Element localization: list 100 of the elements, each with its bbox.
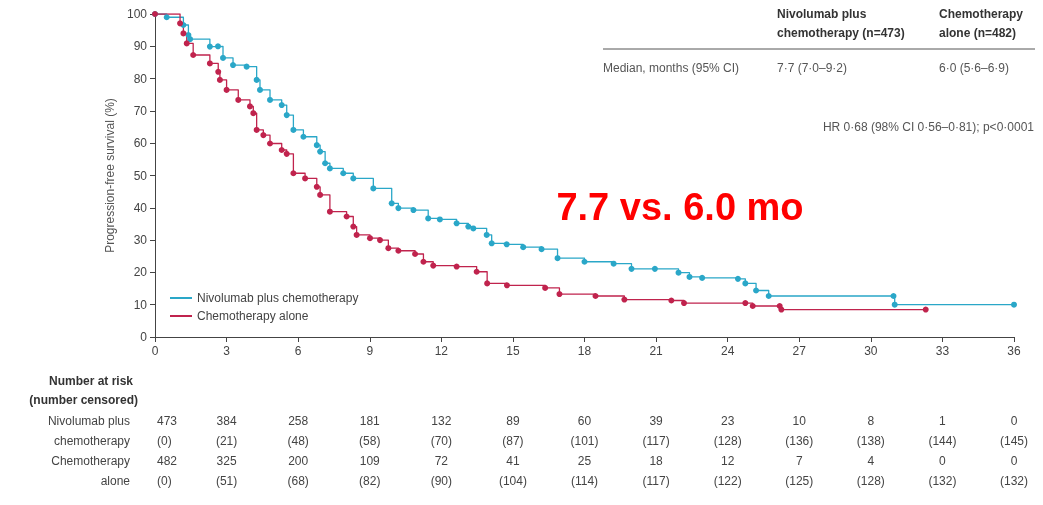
point bbox=[370, 185, 377, 192]
text: (51) bbox=[215, 474, 238, 488]
point bbox=[326, 208, 333, 215]
x-tick-label: 30 bbox=[864, 344, 878, 358]
x-tick-label: 0 bbox=[151, 344, 159, 358]
point bbox=[283, 150, 290, 157]
y-tick-label: 70 bbox=[133, 103, 148, 118]
point bbox=[520, 244, 527, 251]
point bbox=[395, 205, 402, 212]
point bbox=[385, 245, 392, 252]
point bbox=[317, 191, 324, 198]
point bbox=[742, 300, 749, 307]
point bbox=[503, 241, 510, 248]
point bbox=[317, 148, 324, 155]
text: 60 bbox=[577, 414, 592, 428]
point bbox=[230, 62, 237, 69]
annotation: Chemotherapy bbox=[939, 7, 1024, 21]
point bbox=[260, 132, 267, 139]
text: 72 bbox=[434, 454, 449, 468]
point bbox=[163, 14, 170, 21]
text: 1 bbox=[939, 414, 947, 428]
point bbox=[753, 287, 760, 294]
annotation: chemotherapy (n=473) bbox=[777, 26, 905, 40]
text: Chemotherapy bbox=[51, 454, 130, 468]
text: (68) bbox=[287, 474, 309, 488]
point bbox=[290, 170, 297, 177]
text: 12 bbox=[720, 454, 735, 468]
point bbox=[891, 301, 898, 308]
annotation: 7.7 vs. 6.0 mo bbox=[556, 186, 804, 228]
point bbox=[610, 260, 617, 267]
point bbox=[484, 280, 491, 287]
point bbox=[253, 76, 260, 83]
text: (114) bbox=[570, 474, 599, 488]
y-tick-label: 80 bbox=[133, 71, 148, 86]
legend-label: Chemotherapy alone bbox=[197, 309, 309, 323]
point bbox=[749, 302, 756, 309]
text: (48) bbox=[287, 434, 309, 448]
point bbox=[215, 43, 221, 50]
text: 10 bbox=[792, 414, 807, 428]
x-tick-label: 27 bbox=[792, 344, 807, 358]
point bbox=[488, 240, 495, 247]
point bbox=[235, 96, 242, 103]
point bbox=[183, 40, 190, 47]
text: 109 bbox=[359, 454, 381, 468]
text: 89 bbox=[506, 414, 520, 428]
text: (132) bbox=[928, 474, 957, 488]
text: 39 bbox=[649, 414, 664, 428]
point bbox=[453, 220, 460, 227]
point bbox=[483, 231, 490, 238]
text: 482 bbox=[157, 454, 178, 468]
point bbox=[250, 110, 257, 117]
point bbox=[190, 52, 197, 59]
point bbox=[215, 68, 222, 75]
point bbox=[220, 54, 226, 61]
point bbox=[350, 175, 357, 182]
text: 0 bbox=[1010, 454, 1018, 468]
point bbox=[628, 265, 635, 272]
annotation: Median, months (95% CI) bbox=[603, 61, 740, 75]
text: (138) bbox=[856, 434, 885, 448]
text: (122) bbox=[713, 474, 742, 488]
legend-label: Nivolumab plus chemotherapy bbox=[197, 291, 359, 305]
x-tick-label: 33 bbox=[935, 344, 950, 358]
annotation: Nivolumab plus bbox=[777, 7, 867, 21]
text: (145) bbox=[999, 434, 1029, 448]
text: (136) bbox=[785, 434, 814, 448]
point bbox=[267, 140, 274, 147]
text: alone bbox=[100, 474, 131, 488]
point bbox=[216, 76, 223, 83]
point bbox=[1011, 301, 1017, 308]
point bbox=[681, 300, 687, 307]
text: (21) bbox=[215, 434, 238, 448]
point bbox=[430, 262, 437, 269]
point bbox=[340, 170, 347, 177]
point bbox=[388, 200, 395, 207]
text: (70) bbox=[430, 434, 453, 448]
x-tick-label: 9 bbox=[366, 344, 374, 358]
text: Nivolumab plus bbox=[47, 414, 130, 428]
text: (128) bbox=[856, 474, 885, 488]
text: (0) bbox=[157, 474, 172, 488]
point bbox=[267, 96, 274, 103]
point bbox=[554, 255, 561, 262]
point bbox=[592, 292, 599, 299]
text: 23 bbox=[720, 414, 735, 428]
point bbox=[366, 235, 373, 242]
text: 4 bbox=[867, 454, 875, 468]
y-tick-label: 60 bbox=[133, 136, 148, 151]
text: 181 bbox=[359, 414, 381, 428]
text: (101) bbox=[570, 434, 599, 448]
text: Number at risk bbox=[48, 374, 134, 388]
point bbox=[425, 215, 432, 222]
text: 41 bbox=[506, 454, 520, 468]
text: (90) bbox=[430, 474, 453, 488]
point bbox=[206, 60, 213, 67]
text: (104) bbox=[498, 474, 527, 488]
text: (117) bbox=[642, 474, 670, 488]
text: (number censored) bbox=[29, 393, 138, 407]
text: 8 bbox=[867, 414, 875, 428]
annotation: 6·0 (5·6–6·9) bbox=[939, 61, 1010, 75]
point bbox=[253, 126, 260, 133]
y-tick-label: 30 bbox=[133, 233, 148, 248]
